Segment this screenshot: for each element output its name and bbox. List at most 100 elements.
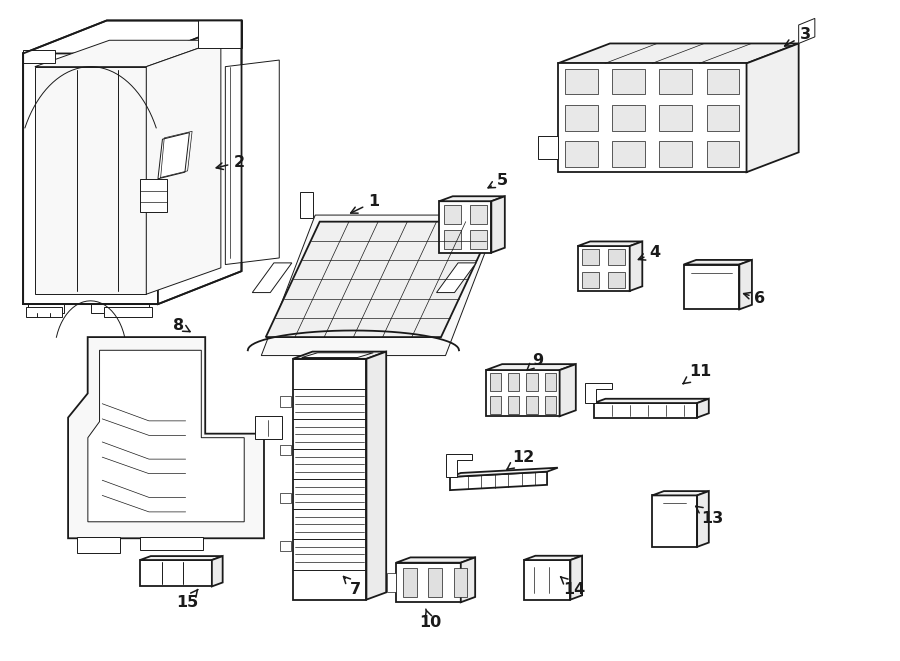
Polygon shape	[300, 192, 313, 218]
Polygon shape	[446, 454, 472, 477]
Polygon shape	[558, 63, 746, 173]
Polygon shape	[198, 20, 241, 48]
Polygon shape	[428, 568, 442, 597]
Polygon shape	[68, 337, 264, 538]
Polygon shape	[746, 44, 798, 173]
Polygon shape	[578, 246, 630, 291]
Polygon shape	[486, 370, 560, 416]
Polygon shape	[612, 105, 645, 131]
Text: 12: 12	[507, 449, 535, 469]
Polygon shape	[444, 204, 461, 223]
Polygon shape	[594, 403, 698, 418]
Polygon shape	[158, 133, 189, 178]
Polygon shape	[26, 307, 62, 317]
Polygon shape	[684, 260, 752, 264]
Polygon shape	[706, 141, 740, 167]
Polygon shape	[23, 20, 241, 54]
Polygon shape	[578, 241, 643, 246]
Text: 10: 10	[419, 609, 441, 629]
Polygon shape	[698, 491, 709, 547]
Polygon shape	[491, 196, 505, 253]
Polygon shape	[266, 221, 495, 337]
Polygon shape	[280, 541, 291, 551]
Polygon shape	[630, 241, 643, 291]
Polygon shape	[698, 399, 709, 418]
Polygon shape	[366, 352, 386, 600]
Polygon shape	[508, 396, 519, 414]
Polygon shape	[77, 537, 121, 553]
Polygon shape	[508, 373, 519, 391]
Polygon shape	[140, 178, 166, 212]
Polygon shape	[594, 399, 709, 403]
Text: 14: 14	[561, 576, 585, 597]
Polygon shape	[544, 373, 556, 391]
Polygon shape	[104, 307, 152, 317]
Polygon shape	[436, 263, 476, 293]
Polygon shape	[225, 60, 279, 264]
Text: 3: 3	[785, 28, 811, 46]
Polygon shape	[565, 105, 598, 131]
Polygon shape	[652, 491, 709, 495]
Polygon shape	[454, 568, 467, 597]
Polygon shape	[490, 373, 500, 391]
Text: 1: 1	[351, 194, 379, 213]
Polygon shape	[396, 563, 461, 602]
Polygon shape	[280, 492, 291, 503]
Text: 4: 4	[638, 245, 661, 260]
Polygon shape	[560, 364, 576, 416]
Text: 5: 5	[488, 173, 508, 188]
Polygon shape	[35, 67, 147, 294]
Polygon shape	[470, 204, 487, 223]
Polygon shape	[538, 136, 558, 159]
Polygon shape	[140, 537, 202, 550]
Polygon shape	[565, 69, 598, 95]
Polygon shape	[387, 572, 396, 592]
Polygon shape	[28, 303, 64, 313]
Polygon shape	[585, 383, 612, 403]
Text: 11: 11	[683, 364, 711, 383]
Polygon shape	[526, 373, 537, 391]
Polygon shape	[439, 196, 505, 201]
Text: 15: 15	[176, 590, 199, 609]
Polygon shape	[612, 69, 645, 95]
Polygon shape	[212, 556, 222, 586]
Polygon shape	[490, 396, 500, 414]
Text: 6: 6	[743, 292, 766, 306]
Polygon shape	[261, 215, 500, 356]
Text: 9: 9	[526, 353, 544, 370]
Polygon shape	[660, 105, 692, 131]
Polygon shape	[740, 260, 752, 309]
Polygon shape	[706, 69, 740, 95]
Polygon shape	[302, 353, 373, 358]
Polygon shape	[140, 560, 212, 586]
Polygon shape	[35, 40, 220, 67]
Text: 2: 2	[216, 155, 245, 170]
Polygon shape	[23, 54, 158, 304]
Polygon shape	[470, 230, 487, 249]
Polygon shape	[608, 272, 626, 288]
Text: 13: 13	[696, 506, 724, 526]
Polygon shape	[292, 352, 386, 359]
Polygon shape	[403, 568, 417, 597]
Polygon shape	[252, 263, 292, 293]
Polygon shape	[158, 20, 241, 304]
Polygon shape	[486, 364, 576, 370]
Text: 8: 8	[173, 318, 190, 332]
Polygon shape	[280, 397, 291, 407]
Polygon shape	[524, 556, 582, 560]
Polygon shape	[706, 105, 740, 131]
Polygon shape	[464, 198, 478, 225]
Polygon shape	[147, 40, 220, 294]
Polygon shape	[439, 201, 491, 253]
Polygon shape	[660, 69, 692, 95]
Polygon shape	[526, 396, 537, 414]
Polygon shape	[798, 19, 814, 44]
Polygon shape	[558, 44, 798, 63]
Polygon shape	[140, 556, 222, 560]
Polygon shape	[396, 557, 475, 563]
Polygon shape	[582, 272, 599, 288]
Polygon shape	[612, 141, 645, 167]
Polygon shape	[660, 141, 692, 167]
Polygon shape	[565, 141, 598, 167]
Polygon shape	[88, 350, 244, 522]
